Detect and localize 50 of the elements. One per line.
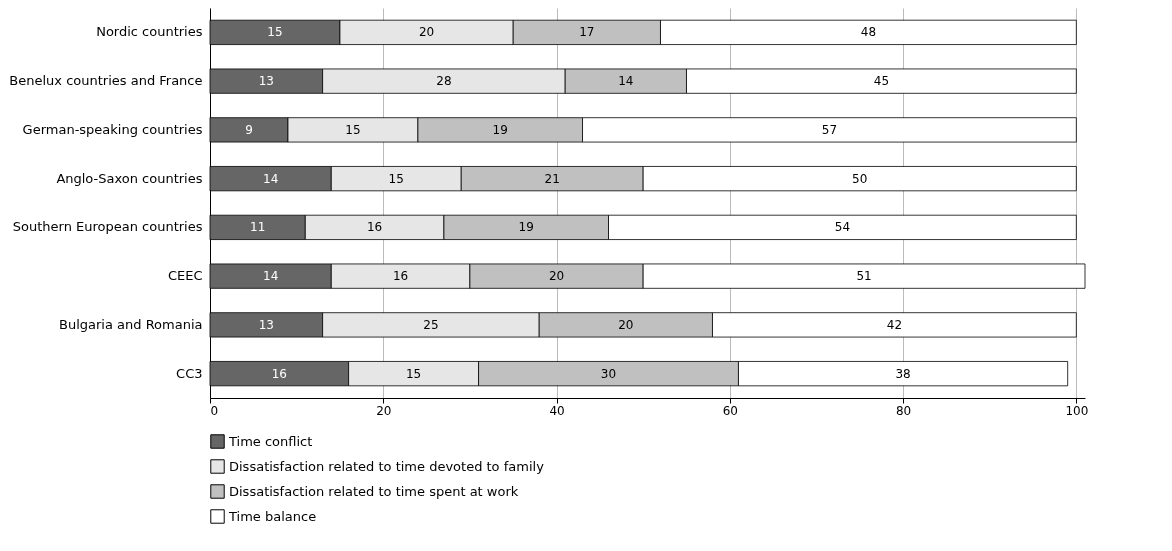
data-label: 42 [886,317,903,332]
data-label: 15 [388,171,404,186]
data-label: 15 [405,366,422,381]
x-tick-label: 20 [376,403,392,418]
data-label: 48 [860,25,877,40]
data-label: 20 [418,25,435,40]
y-tick-label: Southern European countries [12,219,203,235]
legend-label: Dissatisfaction related to time spent at work [229,483,519,499]
data-label: 14 [263,171,279,186]
data-label: 20 [618,317,634,332]
data-label: 51 [856,269,872,284]
data-label: 21 [544,171,560,186]
data-label: 54 [834,220,851,235]
y-tick-label: Benelux countries and France [9,73,203,89]
data-label: 30 [600,366,617,381]
data-label: 19 [518,220,534,235]
data-label: 17 [579,25,595,40]
x-tick-label: 40 [549,403,565,418]
legend-label: Time balance [228,508,317,524]
data-label: 57 [821,122,838,137]
y-tick-label: Nordic countries [96,24,203,40]
y-tick-label: German-speaking countries [22,121,203,137]
data-label: 15 [267,25,283,40]
data-label: 16 [271,366,287,381]
data-label: 20 [548,269,565,284]
y-tick-label: Bulgaria and Romania [59,316,203,332]
data-label: 11 [250,220,266,235]
data-label: 16 [366,220,383,235]
x-tick-label: 60 [722,403,738,418]
data-label: 14 [618,74,634,89]
x-tick-label: 0 [210,403,219,418]
data-label: 45 [873,74,890,89]
data-label: 14 [263,269,279,284]
data-label: 13 [258,317,274,332]
legend-label: Time conflict [228,433,313,449]
data-label: 16 [392,269,409,284]
data-label: 50 [852,171,868,186]
data-label: 25 [423,317,439,332]
data-label: 13 [258,74,274,89]
y-tick-label: Anglo-Saxon countries [56,170,203,186]
data-label: 38 [895,366,911,381]
y-tick-label: CC3 [176,365,203,381]
data-label: 9 [245,122,253,137]
x-tick-label: 80 [895,403,912,418]
data-label: 19 [492,122,508,137]
legend-label: Dissatisfaction related to time devoted to family [229,458,545,474]
data-label: 28 [436,74,452,89]
y-tick-label: CEEC [167,268,203,284]
data-label: 15 [345,122,361,137]
x-tick-label: 100 [1065,403,1089,418]
